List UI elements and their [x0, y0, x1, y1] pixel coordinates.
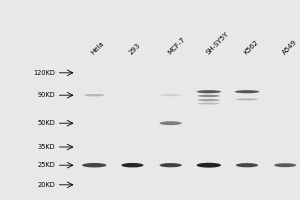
- Text: 293: 293: [128, 42, 142, 56]
- Text: 35KD: 35KD: [38, 144, 55, 150]
- Ellipse shape: [198, 99, 220, 101]
- Ellipse shape: [198, 95, 220, 97]
- Ellipse shape: [160, 94, 182, 96]
- Text: 20KD: 20KD: [37, 182, 55, 188]
- Ellipse shape: [235, 90, 259, 93]
- Ellipse shape: [82, 163, 106, 167]
- Ellipse shape: [196, 90, 221, 93]
- Ellipse shape: [198, 103, 220, 105]
- Ellipse shape: [160, 121, 182, 125]
- Ellipse shape: [236, 163, 258, 167]
- Text: MCF-7: MCF-7: [167, 36, 186, 56]
- Text: K562: K562: [243, 39, 260, 56]
- Ellipse shape: [274, 163, 296, 167]
- Text: 25KD: 25KD: [37, 162, 55, 168]
- Text: 120KD: 120KD: [33, 70, 55, 76]
- Ellipse shape: [84, 94, 104, 96]
- Text: 50KD: 50KD: [37, 120, 55, 126]
- Text: SH-SY5Y: SH-SY5Y: [205, 31, 230, 56]
- Text: 90KD: 90KD: [38, 92, 55, 98]
- Ellipse shape: [121, 163, 143, 167]
- Text: A549: A549: [281, 39, 298, 56]
- Text: Hela: Hela: [90, 41, 105, 56]
- Ellipse shape: [236, 98, 258, 100]
- Ellipse shape: [160, 163, 182, 167]
- Ellipse shape: [196, 163, 221, 168]
